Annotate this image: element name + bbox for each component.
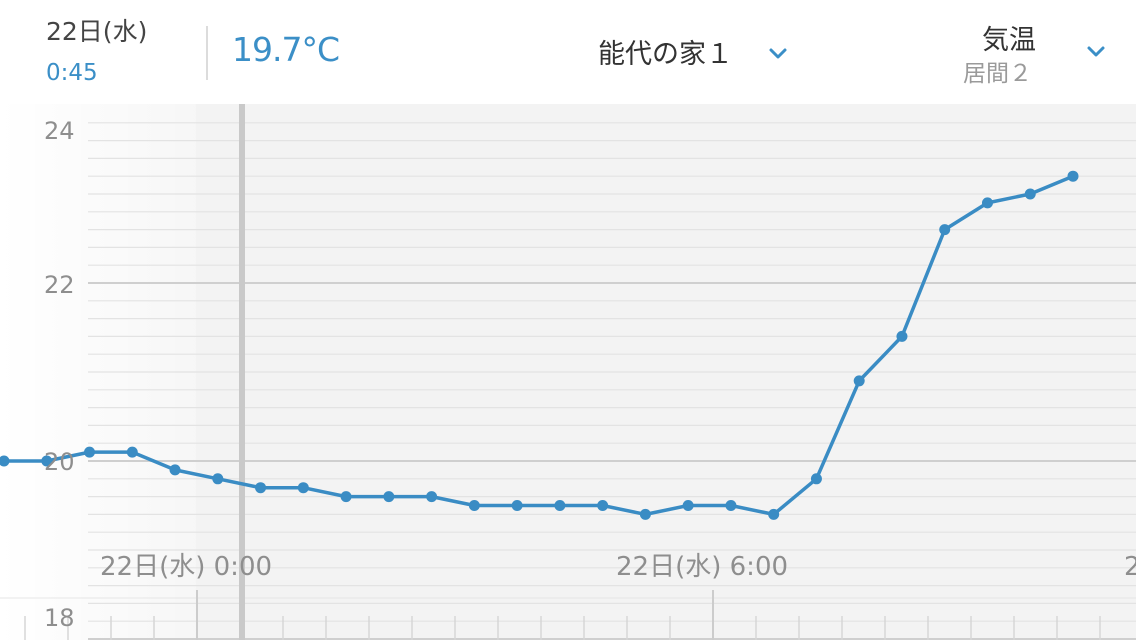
temperature-point[interactable] xyxy=(639,508,651,520)
temperature-point[interactable] xyxy=(939,224,951,236)
temperature-point[interactable] xyxy=(725,500,737,511)
y-tick-label: 20 xyxy=(44,448,75,476)
metric-dropdown[interactable]: 気温 居間２ xyxy=(936,18,1106,88)
selected-time: 0:45 xyxy=(46,60,98,86)
temperature-point[interactable] xyxy=(896,330,908,342)
location-label: 能代の家１ xyxy=(598,39,733,70)
temperature-point[interactable] xyxy=(1067,170,1079,182)
x-axis-label: 22日(水) 0:00 xyxy=(100,552,272,582)
chevron-down-icon xyxy=(769,48,787,59)
temperature-point[interactable] xyxy=(212,473,224,485)
temperature-point[interactable] xyxy=(126,446,138,458)
temperature-line xyxy=(2,174,1075,517)
y-tick-label: 24 xyxy=(44,117,75,145)
chevron-down-icon xyxy=(1087,46,1105,57)
temperature-point[interactable] xyxy=(682,500,694,511)
y-tick-label: 18 xyxy=(44,604,75,632)
current-temperature: 19.7°C xyxy=(232,30,340,69)
x-axis-label: 22日(水) 6:00 xyxy=(616,552,788,582)
temperature-point[interactable] xyxy=(853,375,865,387)
temperature-point[interactable] xyxy=(468,500,480,511)
chart-canvas[interactable]: 24 22 20 18 22日(水) 0:00 22日(水) 6:00 2 xyxy=(0,104,1136,640)
header-bar: 22日(水) 0:45 19.7°C 能代の家１ 気温 居間２ xyxy=(0,0,1136,104)
selected-date: 22日(水) xyxy=(46,17,148,46)
temperature-point[interactable] xyxy=(383,491,395,503)
temperature-point[interactable] xyxy=(597,500,609,511)
header-divider xyxy=(206,26,208,80)
temperature-point[interactable] xyxy=(426,491,438,503)
temperature-point[interactable] xyxy=(169,464,181,476)
temperature-point[interactable] xyxy=(554,500,566,511)
temperature-point[interactable] xyxy=(981,197,993,209)
y-tick-label: 22 xyxy=(44,271,75,299)
time-cursor-line[interactable] xyxy=(239,104,245,640)
room-label: 居間２ xyxy=(963,61,1032,87)
temperature-point[interactable] xyxy=(768,508,780,520)
temperature-point[interactable] xyxy=(340,491,352,503)
temperature-point[interactable] xyxy=(0,455,10,467)
temperature-point[interactable] xyxy=(511,500,523,511)
temperature-point[interactable] xyxy=(1024,188,1036,200)
temperature-point[interactable] xyxy=(255,482,267,494)
x-axis-label: 2 xyxy=(1124,552,1136,582)
metric-label: 気温 xyxy=(982,25,1036,56)
temperature-point[interactable] xyxy=(41,455,53,467)
temperature-chart[interactable]: 24 22 20 18 22日(水) 0:00 22日(水) 6:00 2 xyxy=(0,104,1136,640)
location-dropdown[interactable]: 能代の家１ xyxy=(598,32,787,71)
temperature-point[interactable] xyxy=(297,482,309,494)
temperature-point[interactable] xyxy=(810,473,822,485)
temperature-point[interactable] xyxy=(84,446,96,458)
